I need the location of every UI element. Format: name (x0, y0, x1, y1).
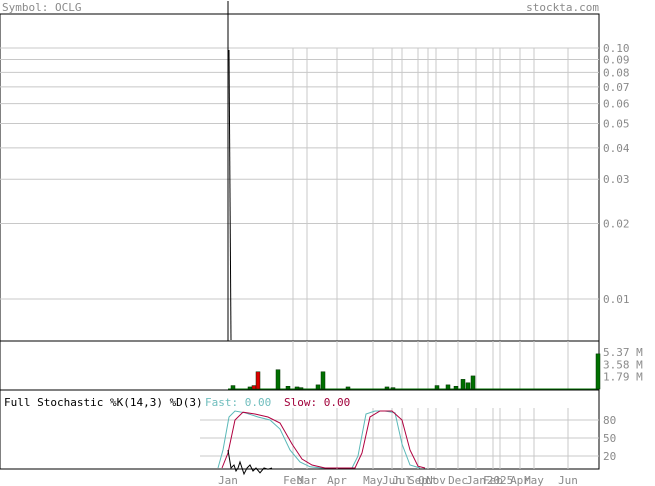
stochastic-grid (200, 408, 599, 469)
x-tick-label: Apr (510, 474, 530, 486)
stochastic-tick-label: 50 (603, 432, 616, 445)
price-tick-label: 0.03 (603, 173, 630, 186)
x-tick-label: Jan (218, 474, 238, 486)
volume-bar (453, 385, 459, 390)
price-tick-label: 0.08 (603, 66, 630, 79)
x-tick-label: Dec (448, 474, 468, 486)
volume-vertical-grid (292, 341, 569, 390)
volume-bar (445, 384, 451, 390)
volume-bar (298, 387, 304, 390)
volume-bar (460, 379, 466, 390)
stochastic-fast-line (217, 410, 421, 469)
volume-bar (230, 385, 236, 390)
symbol-label: Symbol: OCLG (2, 1, 81, 14)
price-tick-label: 0.05 (603, 118, 630, 131)
x-tick-label: Jun (382, 474, 402, 486)
volume-axis-ticks: 5.37 M3.58 M1.79 M (603, 346, 643, 384)
volume-bar (384, 386, 390, 390)
volume-bar (320, 371, 326, 390)
volume-tick-label: 3.58 M (603, 358, 643, 371)
volume-bar (251, 385, 257, 390)
stochastic-title: Full Stochastic %K(14,3) %D(3) (4, 396, 203, 409)
x-tick-label: Jul (392, 474, 412, 486)
volume-bar (345, 386, 351, 390)
price-tick-label: 0.01 (603, 293, 630, 306)
stochastic-tick-label: 80 (603, 414, 616, 427)
volume-bar (294, 386, 300, 390)
x-tick-label: 2025 (487, 474, 514, 486)
volume-bar (434, 385, 440, 390)
price-tick-label: 0.02 (603, 217, 630, 230)
price-line (228, 49, 232, 341)
price-panel-frame (0, 13, 600, 342)
volume-bar (247, 386, 253, 390)
volume-bar (275, 369, 281, 390)
volume-bar (470, 375, 476, 390)
volume-bar (595, 353, 601, 390)
x-tick-label: May (363, 474, 383, 486)
site-label: stockta.com (526, 1, 599, 14)
stochastic-tick-label: 20 (603, 450, 616, 463)
volume-tick-label: 1.79 M (603, 371, 643, 384)
price-tick-label: 0.04 (603, 142, 630, 155)
price-vertical-grid (292, 48, 569, 341)
price-horizontal-grid (0, 47, 599, 300)
price-axis-ticks: 0.100.090.08 0.07 0.06 0.05 0.04 0.03 0.02 0.01 (603, 42, 630, 306)
x-tick-label: Oct (418, 474, 438, 486)
stochastic-axis-ticks: 80 50 20 (603, 414, 616, 463)
volume-bar (285, 385, 291, 390)
volume-bar (390, 387, 396, 390)
stochastic-slow-line (221, 410, 426, 469)
stochastic-panel: Full Stochastic %K(14,3) %D(3) Fast: 0.0… (0, 389, 616, 476)
price-tick-label: 0.09 (603, 53, 630, 66)
x-tick-label: Sep (408, 474, 428, 486)
volume-panel-frame (0, 340, 600, 391)
x-tick-label: Mar (297, 474, 317, 486)
volume-bar (465, 382, 471, 390)
volume-panel: 5.37 M3.58 M1.79 M (0, 340, 643, 391)
volume-bars (230, 353, 601, 390)
price-tick-label: 0.06 (603, 98, 630, 111)
x-tick-label: Feb (483, 474, 503, 486)
volume-bar (255, 371, 261, 390)
x-tick-label: Jun (558, 474, 578, 486)
x-tick-label: Jan (466, 474, 486, 486)
stochastic-raw-line (227, 449, 273, 476)
price-tick-label: 0.07 (603, 81, 630, 94)
stochastic-fast-label: Fast: 0.00 (205, 396, 271, 409)
price-tick-label: 0.10 (603, 42, 630, 55)
x-tick-label: May (524, 474, 544, 486)
price-panel: 0.100.090.08 0.07 0.06 0.05 0.04 0.03 0.02 0.01 (0, 1, 630, 342)
volume-tick-label: 5.37 M (603, 346, 643, 359)
x-tick-label: Apr (327, 474, 347, 486)
x-tick-label: Feb (283, 474, 303, 486)
x-tick-label: Nov (426, 474, 446, 486)
stochastic-slow-label: Slow: 0.00 (284, 396, 350, 409)
volume-bar (315, 384, 321, 390)
